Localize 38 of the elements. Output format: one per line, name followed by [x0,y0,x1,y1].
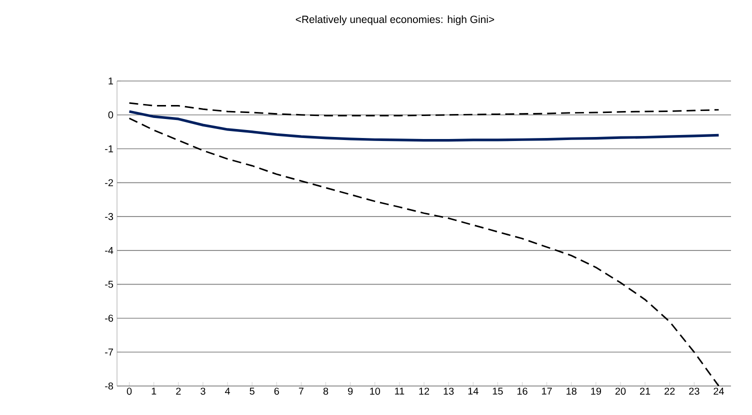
x-tick-label: 1 [152,388,156,395]
y-tick-label: -7 [105,348,113,356]
y-tick-label: 1 [108,78,114,84]
x-tick-label: 22 [664,388,675,395]
x-tick-label: 2 [176,388,181,395]
x-tick-label: 13 [444,388,454,395]
x-tick-label: 18 [566,388,576,395]
y-tick-label: -6 [105,314,114,322]
x-tick-label: 5 [250,388,254,395]
x-tick-label: 14 [468,388,478,395]
x-tick-label: 24 [714,388,724,395]
x-tick-label: 0 [126,388,132,395]
line-series [128,110,720,142]
x-tick-label: 16 [517,388,528,395]
x-tick-label: 7 [298,388,304,395]
y-tick-label: -5 [105,280,114,288]
x-tick-label: 10 [370,388,380,395]
y-tick-label: -3 [105,213,114,220]
x-tick-label: 12 [419,388,430,395]
y-tick-label: -1 [105,145,114,152]
x-tick-label: 23 [689,388,700,395]
x-tick-label: 4 [224,388,230,395]
y-tick-label: -2 [105,179,113,186]
x-tick-label: 17 [542,388,552,395]
y-tick-label: -8 [105,382,114,390]
x-tick-label: 3 [200,388,206,395]
x-tick-label: 21 [640,388,650,395]
y-tick-label: 0 [108,111,114,118]
x-tick-label: 15 [492,388,503,395]
line-series [128,118,720,386]
y-tick-label: -4 [105,247,114,254]
x-tick-label: 9 [348,388,353,395]
x-tick-label: 8 [323,388,328,395]
x-tick-label: 11 [395,388,404,395]
x-tick-label: 19 [591,388,602,395]
x-tick-label: 6 [274,388,279,395]
x-tick-label: 20 [615,388,626,395]
chart-title: <Relatively unequal economies: high Gini> [296,15,494,26]
